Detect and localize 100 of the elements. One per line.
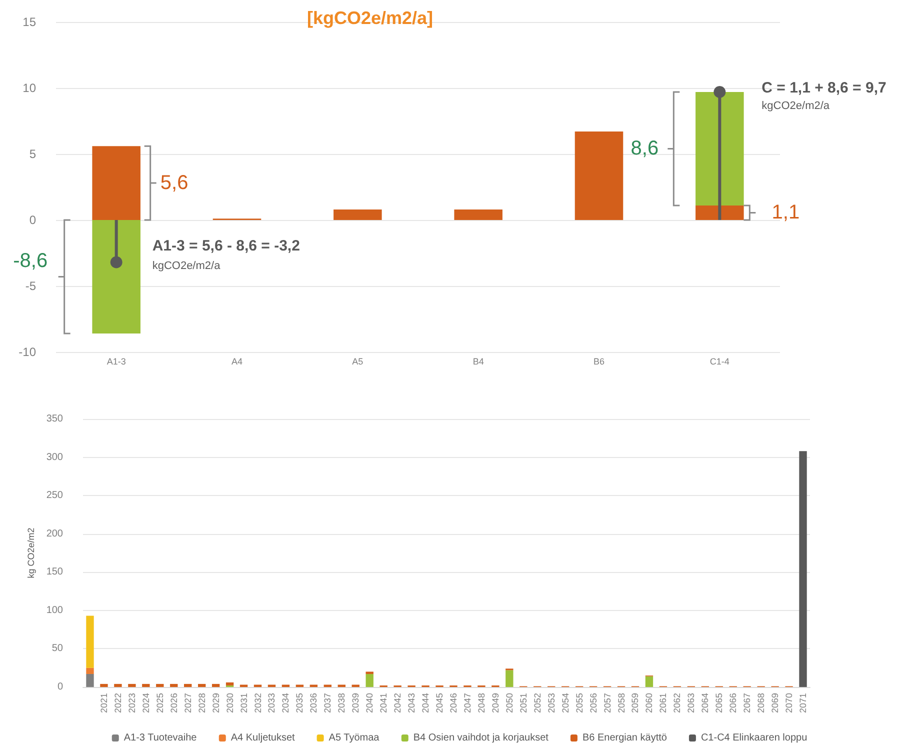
x-tick-label: 2033 [266,693,277,714]
y-tick-label: 250 [46,490,64,502]
bar [114,684,122,687]
x-tick-label: 2068 [756,693,766,714]
bar [100,684,108,687]
x-tick-label: A5 [352,356,364,366]
x-tick-label: 2027 [182,693,193,714]
y-tick-label: 300 [46,452,64,463]
y-tick-label: -5 [25,279,36,293]
x-tick-label: 2035 [294,693,305,714]
legend-label: B6 Energian käyttö [582,732,668,744]
y-tick-label: -10 [18,345,36,359]
x-tick-label: 2034 [280,693,291,714]
annotation: kgCO2e/m2/a [152,260,222,272]
x-tick-label: 2022 [112,693,123,714]
y-axis-title: kg CO2e/m2 [26,528,36,578]
bar [86,668,94,674]
x-tick-label: 2037 [322,693,333,714]
bar [86,616,94,668]
y-tick-label: 0 [57,682,64,692]
annotation: A1-3 = 5,6 - 8,6 = -3,2 [152,238,300,255]
x-tick-label: 2056 [588,693,598,714]
bar [86,674,94,687]
legend-label: C1-C4 Elinkaaren loppu [700,732,808,744]
x-tick-label: 2023 [126,693,137,714]
bar [334,209,382,220]
annotation: 1,1 [772,202,800,224]
x-tick-label: 2060 [644,693,654,714]
x-tick-label: 2061 [658,693,668,714]
x-tick-label: 2071 [798,693,808,714]
x-tick-label: B6 [593,356,605,366]
x-tick-label: A4 [231,356,243,366]
bar [170,684,178,687]
bar [645,676,654,687]
bar [128,684,136,687]
bar [574,132,624,220]
x-tick-label: 2058 [616,693,626,714]
x-tick-label: 2067 [742,693,752,714]
bar [184,684,192,687]
text: -8,6 [13,250,48,272]
bar [142,684,150,687]
legend-label: A1-3 Tuotevaihe [124,732,198,744]
x-tick-label: 2048 [476,693,486,714]
x-tick-label: 2030 [224,693,235,714]
x-tick-label: 2066 [728,693,738,714]
y-tick-label: 15 [22,15,36,29]
x-tick-label: 2029 [210,693,221,714]
bar [198,684,206,687]
y-tick-label: 50 [52,643,64,654]
y-tick-label: 100 [46,604,64,616]
y-tick-label: 5 [29,147,36,161]
x-tick-label: A1-3 [106,356,126,366]
x-tick-label: 2021 [98,693,109,714]
bar [799,451,807,687]
x-tick-label: 2055 [574,693,584,714]
bar [454,209,502,220]
x-tick-label: 2063 [686,693,696,714]
bar [156,684,164,687]
x-tick-label: B4 [472,356,484,366]
x-tick-label: 2044 [420,693,431,714]
annotation: kgCO2e/m2/a [762,100,830,112]
bar [92,220,140,334]
x-tick-label: 2050 [504,693,514,714]
x-tick-label: 2043 [406,693,417,714]
bar [696,205,744,220]
x-tick-label: 2038 [336,693,347,714]
bar [92,146,140,220]
x-tick-label: 2069 [770,693,780,714]
x-tick-label: 2049 [490,693,500,714]
x-tick-label: 2065 [714,693,724,714]
x-tick-label: 2040 [364,693,375,714]
bar [226,682,234,686]
legend-label: A5 Työmaa [328,732,380,744]
chart-title: [kgCO2e/m2/a] [306,8,434,28]
annotation: 8,6 [630,138,659,160]
x-tick-label: 2053 [546,693,556,714]
x-tick-label: 2047 [462,693,472,714]
x-tick-label: 2057 [602,693,612,714]
bar [366,674,374,687]
x-tick-label: 2059 [630,693,640,714]
x-tick-label: 2028 [196,693,207,714]
y-tick-label: 350 [46,414,64,424]
x-tick-label: 2036 [308,693,319,714]
annotation: 5,6 [160,172,188,194]
x-tick-label: 2039 [350,693,361,714]
x-tick-label: 2064 [700,693,710,714]
x-tick-label: 2045 [434,693,445,714]
x-tick-label: 2032 [252,693,263,714]
x-tick-label: 2052 [532,693,542,714]
x-tick-label: C1-4 [710,356,730,366]
x-tick-label: 2041 [378,693,389,714]
bar [506,670,514,687]
legend-label: B4 Osien vaihdot ja korjaukset [413,732,549,744]
x-tick-label: 2025 [154,693,165,714]
x-tick-label: 2026 [168,693,179,714]
y-tick-label: 0 [29,213,36,227]
x-tick-label: 2042 [392,693,403,714]
x-tick-label: 2051 [518,693,528,714]
x-tick-label: 2024 [140,693,151,714]
x-tick-label: 2070 [784,693,794,714]
